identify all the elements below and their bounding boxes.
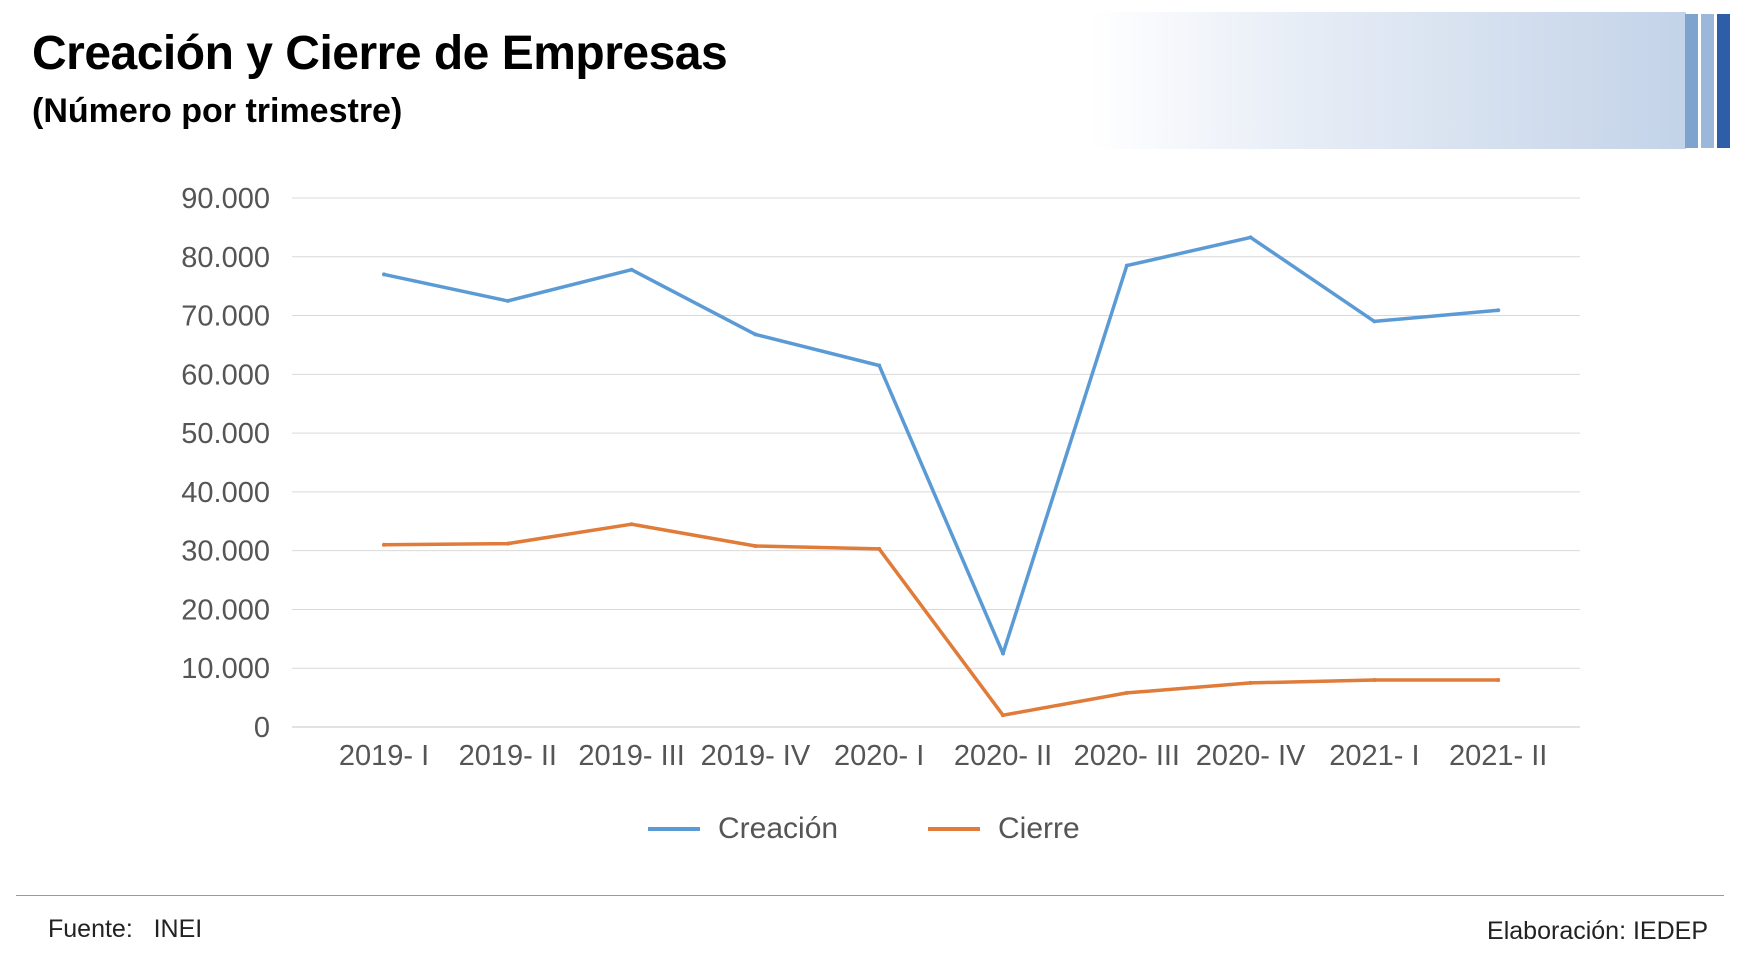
data-point-cierre [1496, 677, 1501, 682]
x-tick-label: 2020- IV [1196, 740, 1306, 772]
data-point-cierre [1248, 680, 1253, 685]
legend-swatch-cierre [928, 827, 980, 831]
y-tick-label: 80.000 [181, 242, 270, 274]
data-point-creacion [1372, 319, 1377, 324]
y-tick-label: 40.000 [181, 477, 270, 509]
y-tick-label: 50.000 [181, 418, 270, 450]
legend-label-creacion: Creación [718, 812, 839, 845]
x-axis-ticks: 2019- I 2019- II 2019- III 2019- IV 2020- I 2… [339, 740, 1548, 772]
data-point-cierre [1001, 713, 1005, 718]
x-tick-label: 2021- II [1449, 740, 1547, 772]
data-point-creacion [1001, 651, 1005, 656]
banner-stripe [1685, 14, 1698, 148]
gridlines [292, 197, 1580, 728]
y-tick-label: 70.000 [181, 301, 270, 333]
y-tick-label: 60.000 [181, 359, 270, 391]
x-tick-label: 2020- I [834, 740, 924, 772]
data-point-creacion [1248, 235, 1253, 240]
data-point-creacion [1124, 263, 1129, 268]
banner-stripe [1701, 14, 1714, 148]
y-tick-label: 90.000 [181, 183, 270, 215]
chart-subtitle: (Número por trimestre) [32, 92, 403, 130]
credit-note: Elaboración: IEDEP [1487, 917, 1708, 945]
source-note: Fuente: INEI [48, 915, 203, 943]
legend-item-creacion[interactable]: Creación [648, 812, 838, 846]
data-point-creacion [1496, 308, 1501, 313]
y-axis-ticks: 0 10.000 20.000 30.000 40.000 50.000 60.000 70.… [181, 183, 270, 744]
y-tick-label: 30.000 [181, 536, 270, 568]
y-tick-label: 20.000 [181, 594, 270, 626]
x-tick-label: 2019- III [578, 740, 684, 772]
series-lines [382, 235, 1501, 718]
data-point-cierre [629, 522, 634, 527]
data-point-cierre [1124, 690, 1129, 695]
legend-item-cierre[interactable]: Cierre [928, 812, 1080, 846]
data-point-cierre [1372, 677, 1377, 682]
x-tick-label: 2019- I [339, 740, 429, 772]
data-point-creacion [382, 272, 386, 277]
legend: Creación Cierre [0, 812, 1740, 862]
x-tick-label: 2020- III [1074, 740, 1180, 772]
data-point-cierre [382, 542, 386, 547]
legend-label-cierre: Cierre [998, 812, 1080, 845]
x-tick-label: 2019- IV [701, 740, 811, 772]
x-tick-label: 2020- II [954, 740, 1052, 772]
series-line-cierre [382, 522, 1500, 717]
series-line-creacion [382, 235, 1500, 656]
footer-divider [16, 895, 1724, 896]
x-tick-label: 2021- I [1329, 740, 1419, 772]
y-tick-label: 10.000 [181, 653, 270, 685]
data-point-creacion [505, 298, 510, 303]
y-tick-label: 0 [254, 712, 270, 744]
legend-swatch-creacion [648, 827, 700, 831]
banner-stripe [1717, 14, 1730, 148]
data-point-cierre [753, 543, 758, 548]
data-point-creacion [629, 267, 634, 272]
data-point-cierre [877, 546, 882, 551]
chart-title: Creación y Cierre de Empresas [32, 27, 728, 80]
header-banner [1090, 12, 1686, 149]
data-point-cierre [505, 541, 510, 546]
data-point-creacion [753, 332, 758, 337]
line-chart: 0 10.000 20.000 30.000 40.000 50.000 60.000 70.… [181, 183, 1580, 772]
data-point-creacion [877, 363, 882, 368]
x-tick-label: 2019- II [459, 740, 557, 772]
